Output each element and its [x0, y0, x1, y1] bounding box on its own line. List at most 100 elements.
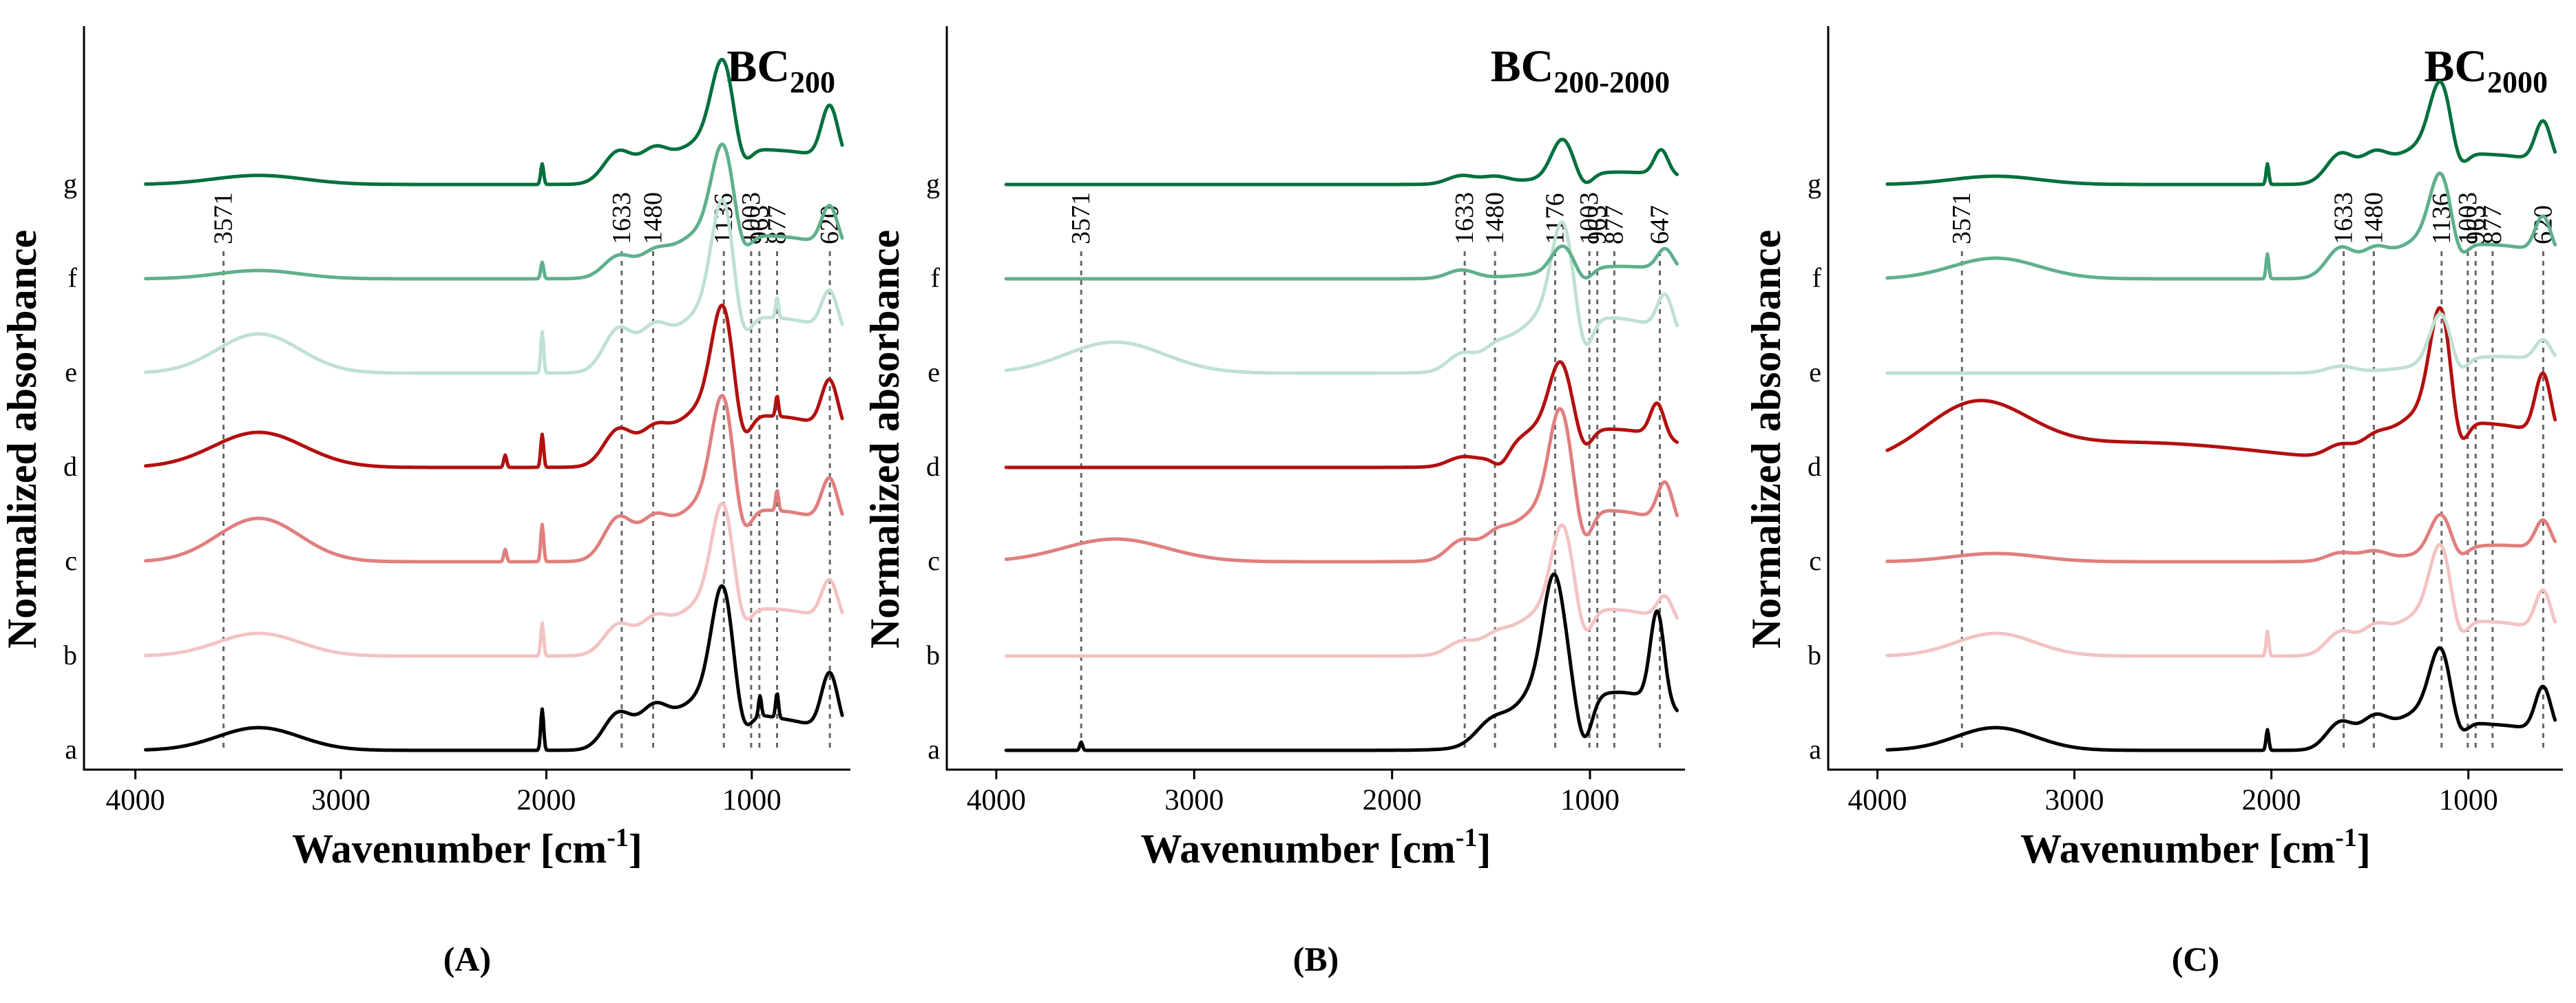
spectrum-line-c [1004, 407, 1679, 564]
peak-label: 1480 [639, 192, 668, 244]
series-label-f: f [1812, 262, 1822, 293]
spectrum-line-d [1885, 306, 2557, 457]
peak-label: 963 [1583, 205, 1612, 244]
spectrum-line-b [144, 501, 844, 658]
peak-label: 1003 [1575, 192, 1604, 244]
axes [1827, 26, 2563, 771]
x-tick-label: 3000 [311, 784, 370, 816]
series-label-c: c [1809, 545, 1821, 576]
panel-title-main: BC [1491, 41, 1554, 92]
spectrum-line-g [1004, 138, 1679, 187]
panel-title-main: BC [2424, 41, 2487, 92]
series-label-g: g [926, 168, 940, 199]
x-tick-label: 3000 [1164, 784, 1224, 816]
spectrum-line-f [1885, 171, 2557, 281]
series-label-c: c [928, 545, 940, 576]
panel-title-sub: 2000 [2487, 65, 2548, 99]
y-axis-title: Normalized absorbance [0, 230, 45, 648]
series-label-g: g [63, 168, 77, 199]
peak-label: 1003 [2453, 192, 2482, 244]
x-tick-label: 1000 [722, 784, 782, 816]
series-label-b: b [63, 640, 77, 671]
axes [945, 26, 1685, 771]
spectrum-line-d [144, 304, 844, 469]
spectrum-line-g [1885, 80, 2557, 187]
peak-label: 1633 [2329, 192, 2358, 244]
series-label-a: a [65, 734, 77, 765]
spectrum-line-b [1885, 542, 2557, 658]
spectrum-line-e [1885, 312, 2557, 375]
x-tick-label: 4000 [106, 784, 165, 816]
series-label-f: f [931, 262, 941, 293]
x-axis-title-text: Wavenumber [cm [292, 826, 607, 872]
x-tick-label: 3000 [2045, 784, 2104, 816]
series-label-d: d [1808, 451, 1821, 482]
axes [83, 26, 850, 771]
peak-label: 877 [2478, 205, 2507, 244]
y-axis-title: Normalized absorbance [1743, 230, 1789, 648]
peak-label: 3571 [1947, 192, 1976, 244]
spectrum-line-f [144, 142, 844, 281]
x-tick-label: 1000 [2439, 784, 2498, 816]
spectrum-line-f [1004, 244, 1679, 281]
peak-label: 3571 [209, 192, 238, 244]
series-label-e: e [65, 357, 77, 388]
series-label-g: g [1808, 168, 1821, 199]
panel-title-main: BC [726, 41, 790, 92]
spectrum-line-a [144, 584, 844, 752]
series-label-d: d [63, 451, 77, 482]
chart-panel-a: 4000 3000 2000 1000 Wavenumber [cm-1] Normali… [0, 26, 850, 978]
x-tick-label: 4000 [967, 784, 1026, 816]
spectrum-line-e [1004, 220, 1679, 375]
series-label-e: e [928, 357, 940, 388]
series-label-c: c [65, 545, 77, 576]
chart-panel-c: 4000 3000 2000 1000 Wavenumber [cm-1] Normali… [1743, 26, 2563, 978]
panel-letter: (A) [443, 940, 491, 978]
x-axis-title: Wavenumber [cm-1] [2020, 823, 2371, 872]
panel-title-sub: 200-2000 [1553, 65, 1670, 99]
x-axis-title-sup: -1 [2335, 823, 2357, 852]
series-label-b: b [1808, 640, 1821, 671]
peak-label: 1633 [607, 192, 636, 244]
x-tick-label: 1000 [1560, 784, 1620, 816]
x-axis-title-end: ] [629, 826, 642, 872]
x-tick-label: 2000 [516, 784, 576, 816]
spectrum-line-c [1885, 513, 2557, 564]
spectrum-line-b [1004, 523, 1679, 658]
peak-label: 647 [1646, 205, 1675, 244]
panel-letter: (B) [1293, 940, 1339, 978]
x-axis-title: Wavenumber [cm-1] [292, 823, 642, 872]
panel-title: BC2000 [2424, 41, 2548, 99]
series-label-a: a [1809, 734, 1821, 765]
spectrum-line-d [1004, 360, 1679, 469]
peak-label: 1633 [1450, 192, 1479, 244]
chart-panel-b: 4000 3000 2000 1000 Wavenumber [cm-1] Normali… [862, 26, 1685, 978]
series-label-e: e [1809, 357, 1821, 388]
spectrum-line-g [144, 57, 844, 187]
spectrum-line-a [1004, 572, 1679, 752]
x-axis-title-end: ] [1477, 826, 1491, 872]
series-label-b: b [926, 640, 940, 671]
series-label-d: d [926, 451, 940, 482]
peak-label: 963 [2461, 205, 2490, 244]
x-tick-label: 2000 [2242, 784, 2301, 816]
spectrum-line-e [144, 198, 844, 375]
x-axis-title-sup: -1 [1456, 823, 1478, 852]
series-label-f: f [68, 262, 78, 293]
spectrum-line-c [144, 394, 844, 564]
series-label-a: a [928, 734, 940, 765]
x-tick-label: 2000 [1363, 784, 1422, 816]
x-tick-label: 4000 [1848, 784, 1907, 816]
panel-title-sub: 200 [790, 65, 835, 99]
x-axis-title-text: Wavenumber [cm [2020, 826, 2335, 872]
x-axis-title: Wavenumber [cm-1] [1141, 823, 1491, 872]
y-axis-title: Normalized absorbance [862, 230, 908, 648]
panel-title: BC200 [726, 41, 835, 99]
x-axis-title-sup: -1 [607, 823, 629, 852]
x-axis-title-text: Wavenumber [cm [1141, 826, 1456, 872]
panel-letter: (C) [2172, 940, 2219, 978]
x-axis-title-end: ] [2357, 826, 2371, 872]
peak-label: 1480 [2359, 192, 2388, 244]
spectrum-line-a [1885, 646, 2557, 752]
